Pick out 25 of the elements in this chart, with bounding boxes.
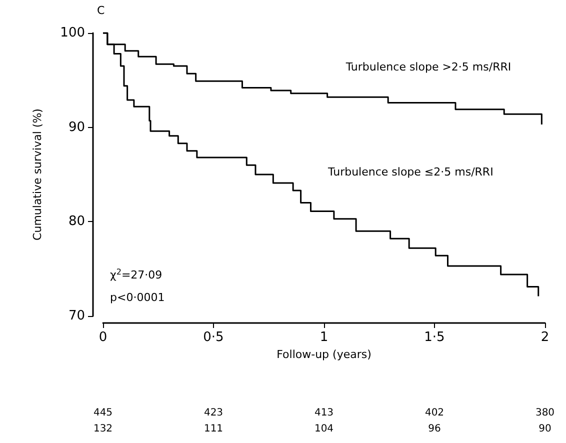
x-axis-title: Follow-up (years) [276,348,372,361]
text: 90 [538,424,552,434]
text: Turbulence slope ≤2·5 ms/RRI [327,166,494,179]
text: Turbulence slope >2·5 ms/RRI [344,60,512,74]
x-tick-label: 1 [320,330,328,345]
text: 380 [535,408,555,418]
y-tick-label: 70 [68,308,85,324]
y-tick-label: 100 [60,26,85,40]
annotation: p<0·0001 [110,291,165,304]
text: 104 [314,424,334,434]
text: 96 [428,424,441,434]
text: 132 [93,424,113,434]
x-tick-label: 1·5 [424,330,445,345]
text: 413 [314,408,334,418]
x-tick-label: 2 [540,330,550,345]
x-tick-label: 0·5 [203,330,224,345]
y-axis-title: Cumulative survival (%) [31,108,44,240]
y-tick-label: 80 [68,214,85,230]
x-tick-label: 0 [98,330,108,345]
text: 445 [93,408,113,418]
text: 111 [204,424,224,434]
text: 402 [424,408,444,418]
y-tick-label: 90 [68,120,85,135]
text: C [97,4,105,17]
text: 423 [204,408,224,418]
